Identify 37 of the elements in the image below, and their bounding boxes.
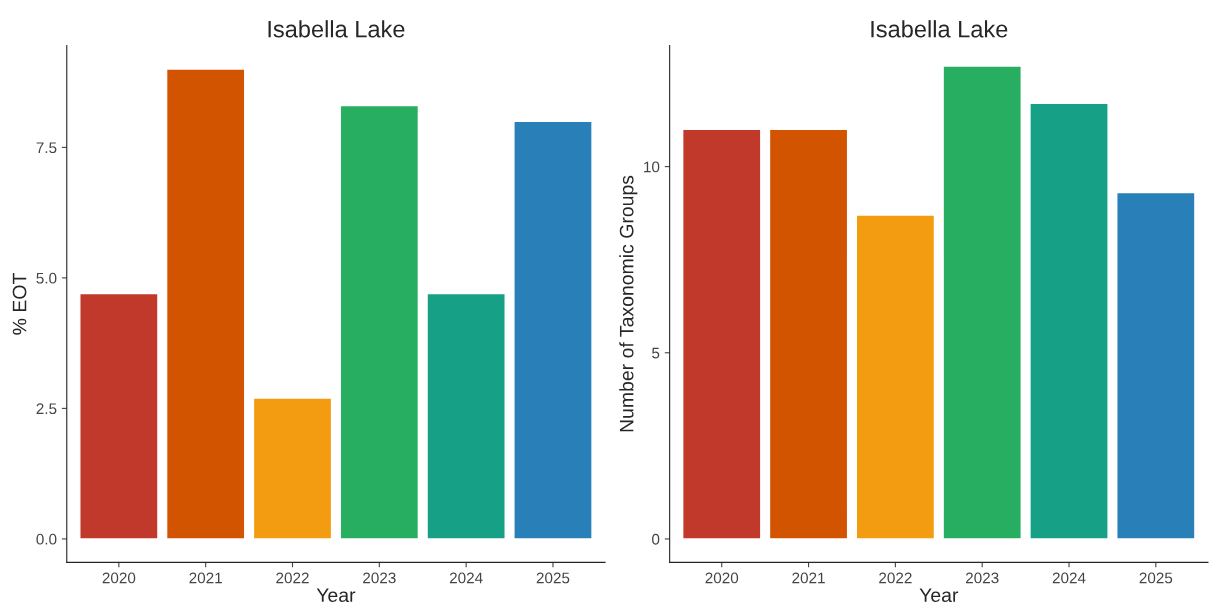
bar: [1029, 102, 1109, 540]
x-tick-label: 2022: [276, 572, 309, 584]
bar: [681, 128, 762, 540]
bar: [855, 214, 936, 540]
y-tick-label: 2.5: [36, 403, 57, 415]
y-tick-label: 7.5: [36, 142, 57, 154]
bar: [252, 397, 333, 540]
x-tick-label: 2024: [449, 572, 483, 584]
x-tick-label: 2021: [189, 572, 222, 584]
y-tick-label: 0.0: [36, 533, 57, 545]
x-tick-label: 2020: [102, 572, 136, 584]
bar: [1116, 191, 1196, 540]
y-axis-title: % EOT: [12, 273, 27, 335]
bar: [79, 292, 159, 540]
bar: [513, 120, 593, 540]
chart-title: Isabella Lake: [871, 20, 1008, 38]
bar: [165, 68, 246, 540]
chart-title: Isabella Lake: [268, 20, 405, 38]
x-tick-label: 2023: [363, 572, 396, 584]
x-tick-label: 2021: [792, 572, 825, 584]
x-axis-title: Year: [316, 588, 356, 603]
x-tick-label: 2024: [1052, 572, 1086, 584]
x-axis-title: Year: [919, 588, 959, 603]
x-tick-label: 2020: [705, 572, 739, 584]
x-tick-label: 2022: [879, 572, 912, 584]
bar: [942, 65, 1022, 540]
y-axis-title: Number of Taxonomic Groups: [619, 175, 638, 432]
bar: [768, 128, 849, 540]
bar: [339, 104, 420, 540]
y-tick-label: 0: [652, 533, 660, 545]
bar: [426, 292, 506, 540]
y-tick-label: 5: [652, 347, 660, 359]
x-tick-label: 2023: [965, 572, 999, 584]
x-tick-label: 2025: [536, 572, 570, 584]
y-tick-label: 10: [644, 161, 660, 173]
x-tick-label: 2025: [1139, 572, 1173, 584]
y-tick-label: 5.0: [36, 272, 57, 284]
